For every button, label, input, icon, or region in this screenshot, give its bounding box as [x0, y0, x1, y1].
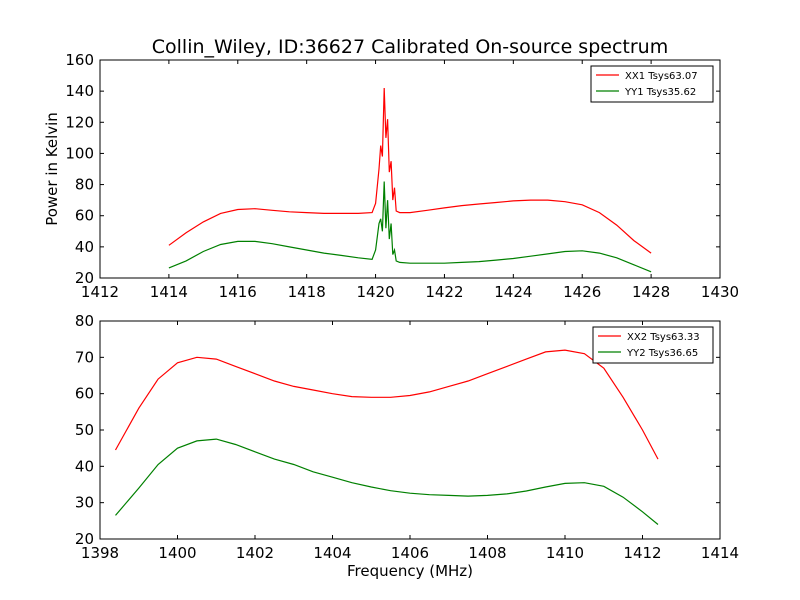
top-spectrum-panel: 1412 1414 1416 1418 1420 1422 1424 1426 1428 1430… [65, 51, 739, 301]
y-tick-label: 40 [75, 457, 94, 475]
x-tick-label: 1402 [236, 544, 274, 562]
x-tick-label: 1412 [81, 283, 119, 301]
legend-box [590, 65, 714, 103]
legend-label: YY1 Tsys35.62 [624, 87, 696, 98]
x-tick-label: 1414 [701, 544, 739, 562]
x-tick-label: 1416 [219, 283, 257, 301]
x-tick-label: 1398 [81, 544, 119, 562]
x-tick-label: 1420 [356, 283, 394, 301]
x-tick-label: 1422 [425, 283, 463, 301]
y-tick-label: 50 [75, 421, 94, 439]
y-tick-label: 80 [75, 312, 94, 330]
x-tick-label: 1414 [150, 283, 188, 301]
series-line-1 [114, 349, 659, 460]
series-line-2 [168, 181, 652, 273]
y-tick-label: 70 [75, 348, 94, 366]
x-tick-label: 1400 [158, 544, 196, 562]
y-tick-label: 20 [75, 530, 94, 548]
y-tick-label: 160 [65, 51, 94, 69]
plot-frame [99, 59, 721, 279]
x-tick-label: 1410 [546, 544, 584, 562]
legend-label: YY2 Tsys36.65 [626, 348, 698, 359]
x-tick-label: 1412 [623, 544, 661, 562]
y-tick-label: 20 [75, 269, 94, 287]
series-line-1 [168, 87, 652, 254]
x-tick-label: 1426 [563, 283, 601, 301]
x-tick-label: 1406 [391, 544, 429, 562]
x-tick-label: 1408 [468, 544, 506, 562]
y-tick-label: 120 [65, 113, 94, 131]
y-tick-label: 40 [75, 238, 94, 256]
y-tick-label: 100 [65, 144, 94, 162]
x-tick-label: 1430 [701, 283, 739, 301]
chart-title: Collin_Wiley, ID:36627 Calibrated On-sou… [152, 36, 668, 58]
x-tick-label: 1404 [313, 544, 351, 562]
x-tick-label: 1418 [288, 283, 326, 301]
legend-label: XX1 Tsys63.07 [625, 71, 698, 82]
y-tick-label: 140 [65, 82, 94, 100]
y-axis-label: Power in Kelvin [43, 112, 61, 226]
y-tick-label: 30 [75, 494, 94, 512]
x-axis-label: Frequency (MHz) [347, 562, 473, 580]
legend-box [592, 326, 714, 364]
y-tick-label: 60 [75, 207, 94, 225]
series-line-2 [115, 438, 659, 525]
x-tick-label: 1428 [632, 283, 670, 301]
y-tick-label: 80 [75, 176, 94, 194]
bottom-spectrum-panel: 1398 1400 1402 1404 1406 1408 1410 1412 1414 20 30… [75, 312, 739, 562]
x-tick-label: 1424 [494, 283, 532, 301]
legend-label: XX2 Tsys63.33 [627, 332, 700, 343]
y-tick-label: 60 [75, 385, 94, 403]
